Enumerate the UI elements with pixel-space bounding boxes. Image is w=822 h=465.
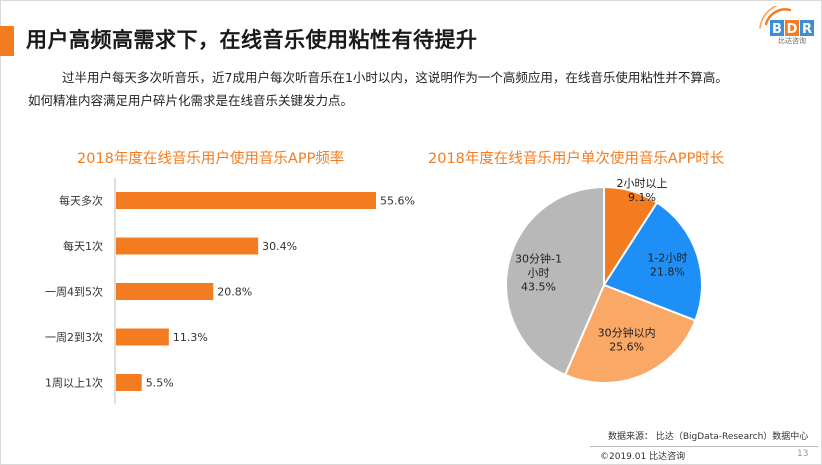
description-line-2: 如何精准内容满足用户碎片化需求是在线音乐关键发力点。 <box>28 93 354 108</box>
copyright: ©2019.01 比达咨询 <box>600 452 686 462</box>
bar <box>116 283 214 300</box>
bar <box>116 192 376 209</box>
bar-category-label: 每天1次 <box>63 239 103 253</box>
svg-text:R: R <box>802 22 812 37</box>
pie-slice <box>505 185 605 377</box>
bar <box>116 328 169 346</box>
pie-slice-name: 2小时以上 <box>617 177 668 190</box>
logo-subtext: 比达咨询 <box>778 37 806 45</box>
svg-text:D: D <box>787 22 798 37</box>
pie-slice <box>602 201 703 322</box>
description: 过半用户每天多次听音乐，近7成用户每次听音乐在1小时以内，这说明作为一个高频应用… <box>28 66 798 112</box>
description-line-1: 过半用户每天多次听音乐，近7成用户每次听音乐在1小时以内，这说明作为一个高频应用… <box>62 70 728 85</box>
bar-value-label: 11.3% <box>173 331 208 344</box>
bar-category-label: 1周以上1次 <box>45 376 103 390</box>
pie-slice-value: 21.8% <box>650 265 685 278</box>
pie-slice-name: 30分钟-1 <box>515 252 562 266</box>
frequency-bar-chart: 每天多次 55.6% 每天1次 30.4% 一周4到5次 20.8% 一周2到3次 11.3%… <box>45 178 415 404</box>
bar-value-label: 30.4% <box>262 240 297 253</box>
bar-category-label: 每天多次 <box>59 194 103 208</box>
pie-slice-value: 9.1% <box>628 191 656 204</box>
pie-slice <box>563 283 697 384</box>
pie-slice-name: 小时 <box>528 267 550 280</box>
bdr-logo-icon: B D R <box>759 6 814 37</box>
pie-slice-name: 30分钟以内 <box>598 325 656 339</box>
pie-slice-value: 25.6% <box>609 340 644 353</box>
bar-chart-title: 2018年度在线音乐用户使用音乐APP频率 <box>77 151 345 167</box>
bar-value-label: 55.6% <box>380 195 415 208</box>
page-number: 13 <box>797 449 809 459</box>
footer-divider <box>590 446 818 447</box>
pie-slice-value: 43.5% <box>521 281 556 294</box>
pie-chart-title: 2018年度在线音乐用户单次使用音乐APP时长 <box>428 151 725 167</box>
bar-category-label: 一周2到3次 <box>45 330 103 344</box>
pie-slice-name: 1-2小时 <box>647 251 687 264</box>
bar-value-label: 20.8% <box>217 286 252 299</box>
slide-title: 用户高频高需求下，在线音乐使用粘性有待提升 <box>26 28 478 52</box>
bar <box>116 374 142 391</box>
bar-value-label: 5.5% <box>146 377 174 390</box>
bar <box>116 237 259 255</box>
data-source: 数据来源： 比达（BigData-Research）数据中心 <box>608 432 809 442</box>
bar-category-label: 一周4到5次 <box>45 285 103 299</box>
title-accent-bar <box>0 26 14 56</box>
svg-text:B: B <box>772 22 782 37</box>
